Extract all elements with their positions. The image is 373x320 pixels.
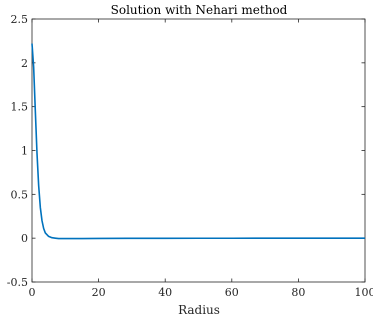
y-tick-label: 0	[21, 232, 28, 245]
plot-area: 0 20 40 60 80 100-0.500.511.522.5	[7, 13, 373, 299]
y-tick-label: 2	[21, 57, 28, 70]
y-tick-label: -0.5	[7, 276, 28, 289]
x-tick-label: 100	[355, 286, 373, 299]
y-tick-label: 0.5	[11, 188, 29, 201]
x-axis-label: Radius	[178, 303, 220, 317]
x-tick-label: 0	[29, 286, 36, 299]
x-tick-label: 80	[291, 286, 305, 299]
y-tick-label: 1.5	[11, 101, 29, 114]
y-tick-label: 1	[21, 145, 28, 158]
y-tick-label: 2.5	[11, 13, 29, 26]
x-tick-label: 60	[225, 286, 239, 299]
axes-box	[31, 18, 366, 283]
series-line	[31, 43, 365, 240]
chart-title: Solution with Nehari method	[111, 3, 288, 17]
x-tick-label: 40	[158, 286, 172, 299]
x-tick-label: 20	[92, 286, 106, 299]
